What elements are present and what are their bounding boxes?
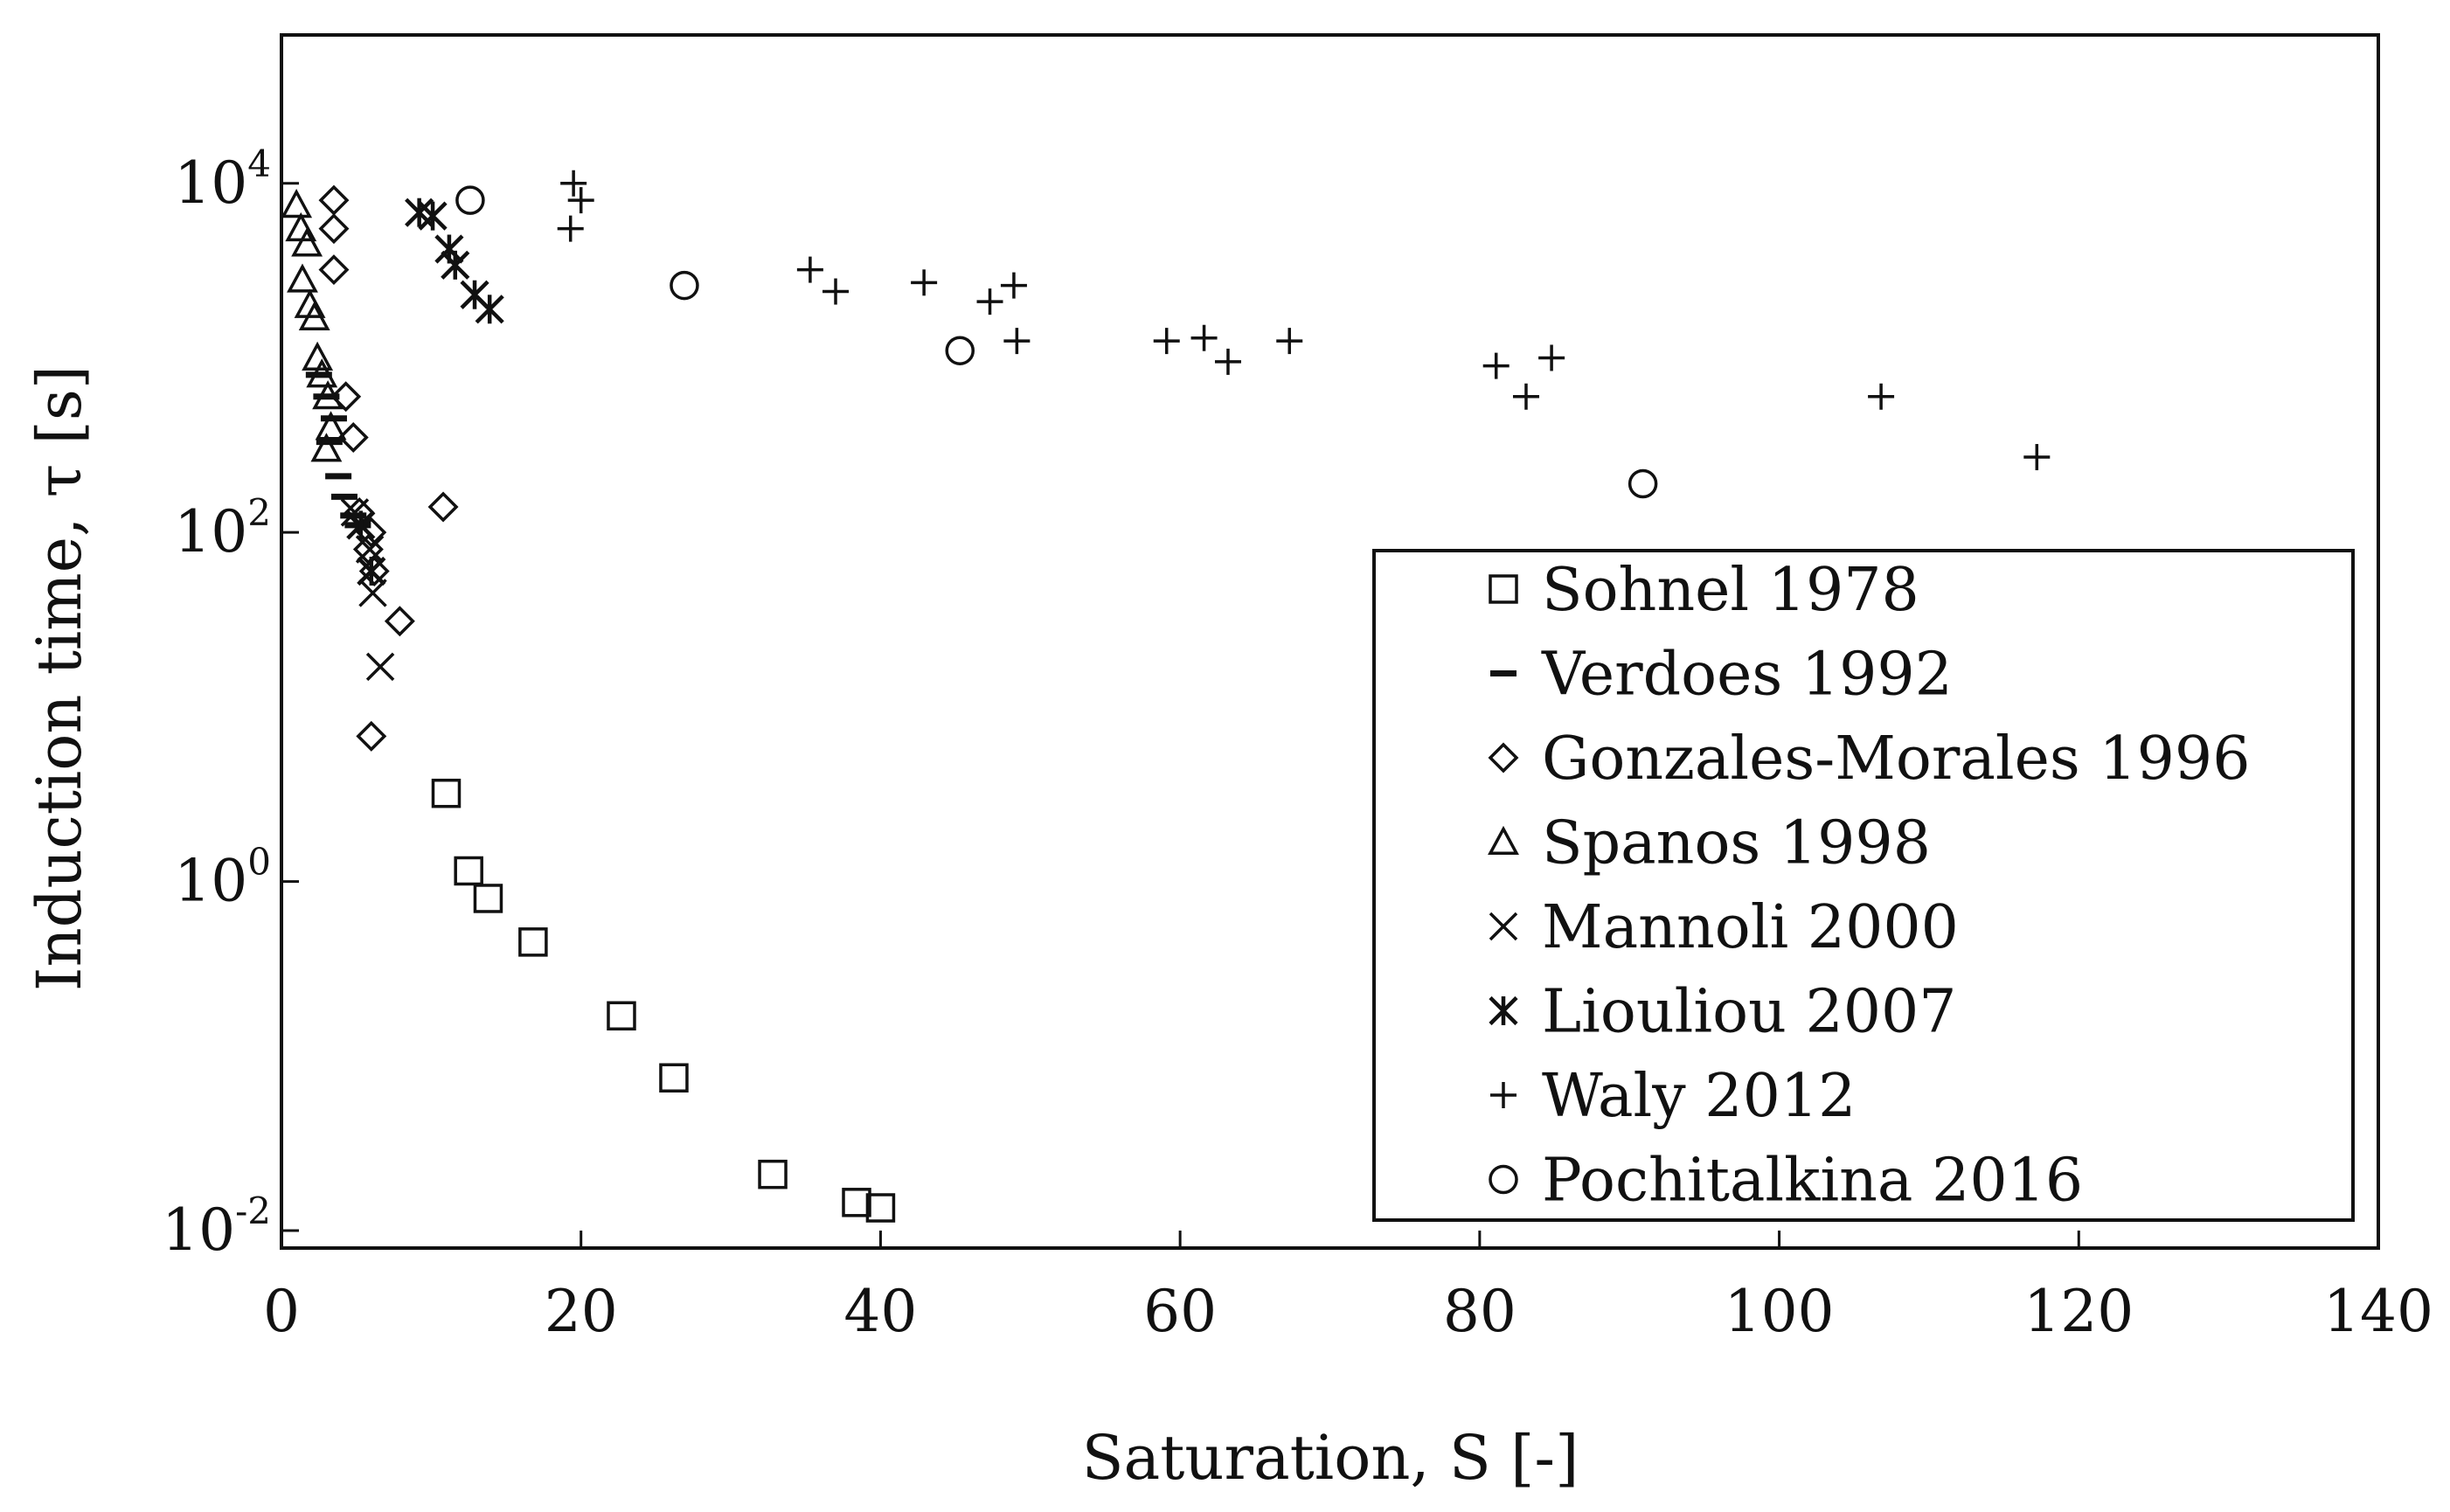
point-square: [454, 856, 483, 886]
point-diamond: [356, 720, 387, 752]
point-plus: [567, 187, 594, 214]
y-tick-label: 102: [174, 491, 271, 565]
point-diamond: [384, 606, 415, 637]
plot-frame: [280, 33, 2380, 1250]
legend-marker-asterisk: [1489, 995, 1518, 1026]
point-triangle: [298, 301, 330, 330]
point-plus: [560, 170, 587, 197]
point-x: [365, 652, 395, 682]
point-plus: [1000, 272, 1027, 299]
point-plus: [1190, 324, 1218, 351]
point-triangle: [315, 411, 347, 440]
point-square: [842, 1188, 871, 1217]
point-triangle: [302, 341, 334, 371]
legend-label: Spanos 1998: [1542, 809, 1931, 878]
axes: 0 20 40 60 80 100 120 140 10-2 100 102 104: [162, 33, 2433, 1345]
point-diamond: [318, 184, 350, 216]
point-x: [358, 579, 387, 607]
point-square: [659, 1063, 689, 1093]
legend-marker-triangle: [1488, 825, 1519, 855]
y-tick-label: 10-2: [162, 1189, 271, 1264]
x-tick-label: 80: [1443, 1278, 1517, 1345]
point-triangle: [287, 263, 318, 293]
x-axis-label: Saturation, S [-]: [1082, 1422, 1579, 1494]
point-plus: [822, 278, 850, 305]
point-diamond: [330, 381, 362, 413]
x-tick-label: 100: [1725, 1278, 1835, 1345]
point-plus: [1512, 383, 1539, 410]
point-circle: [455, 185, 485, 215]
point-plus: [1482, 352, 1510, 379]
x-tick-label: 0: [263, 1278, 300, 1345]
legend-marker-square: [1489, 574, 1518, 604]
point-diamond: [427, 491, 459, 523]
point-square: [758, 1159, 788, 1189]
legend-marker-diamond: [1488, 742, 1519, 773]
point-circle: [670, 270, 699, 301]
point-plus: [557, 215, 584, 242]
point-diamond: [318, 213, 350, 245]
x-tick-label: 20: [545, 1278, 618, 1345]
y-tick-label: 100: [174, 841, 271, 915]
point-triangle: [312, 380, 344, 410]
legend-label: Sohnel 1978: [1542, 556, 1919, 625]
point-x: [355, 535, 385, 564]
point-square: [431, 778, 462, 808]
point-triangle: [306, 358, 338, 388]
point-plus: [1538, 344, 1565, 371]
point-square: [518, 927, 548, 957]
y-tick-label: 104: [174, 142, 271, 217]
legend-label: Pochitalkina 2016: [1542, 1147, 2083, 1216]
legend-label: Mannoli 2000: [1542, 893, 1959, 962]
plot-area: [281, 170, 2051, 1223]
legend-label: Liouliou 2007: [1542, 978, 1957, 1047]
point-plus: [1153, 328, 1180, 355]
point-triangle: [281, 189, 313, 218]
legend-marker-x: [1489, 912, 1518, 941]
point-triangle: [310, 433, 343, 462]
point-plus: [911, 269, 938, 296]
legend-label: Waly 2012: [1542, 1062, 1856, 1131]
point-asterisk: [418, 201, 448, 231]
x-tick-label: 40: [843, 1278, 917, 1345]
point-circle: [945, 336, 975, 365]
point-plus: [2023, 444, 2051, 471]
point-plus: [1868, 383, 1895, 410]
point-triangle: [291, 227, 323, 257]
point-plus: [796, 256, 823, 283]
point-square: [473, 884, 503, 913]
x-tick-label: 120: [2023, 1278, 2134, 1345]
point-asterisk: [346, 510, 376, 540]
legend-label: Gonzales-Morales 1996: [1542, 725, 2250, 794]
x-tick-label: 60: [1143, 1278, 1217, 1345]
point-asterisk: [441, 250, 470, 280]
point-asterisk: [475, 295, 504, 324]
point-plus: [1276, 328, 1303, 355]
point-square: [865, 1193, 896, 1223]
legend-marker-plus: [1490, 1082, 1517, 1108]
x-tick-label: 140: [2323, 1278, 2433, 1345]
legend: Sohnel 1978 Verdoes 1992 Gonzales-Morales …: [1372, 549, 2355, 1222]
legend-marker-circle: [1489, 1164, 1518, 1195]
point-asterisk: [357, 556, 386, 586]
legend-box: [1372, 549, 2355, 1222]
point-square: [607, 1001, 636, 1031]
point-plus: [976, 288, 1003, 316]
point-plus: [1003, 328, 1031, 355]
point-diamond: [337, 422, 369, 453]
point-circle: [1628, 468, 1658, 499]
y-axis-label: Induction time, τ [s]: [24, 365, 95, 991]
point-diamond: [318, 254, 350, 286]
point-plus: [1214, 348, 1241, 375]
legend-label: Verdoes 1992: [1541, 641, 1953, 710]
point-triangle: [294, 288, 326, 318]
